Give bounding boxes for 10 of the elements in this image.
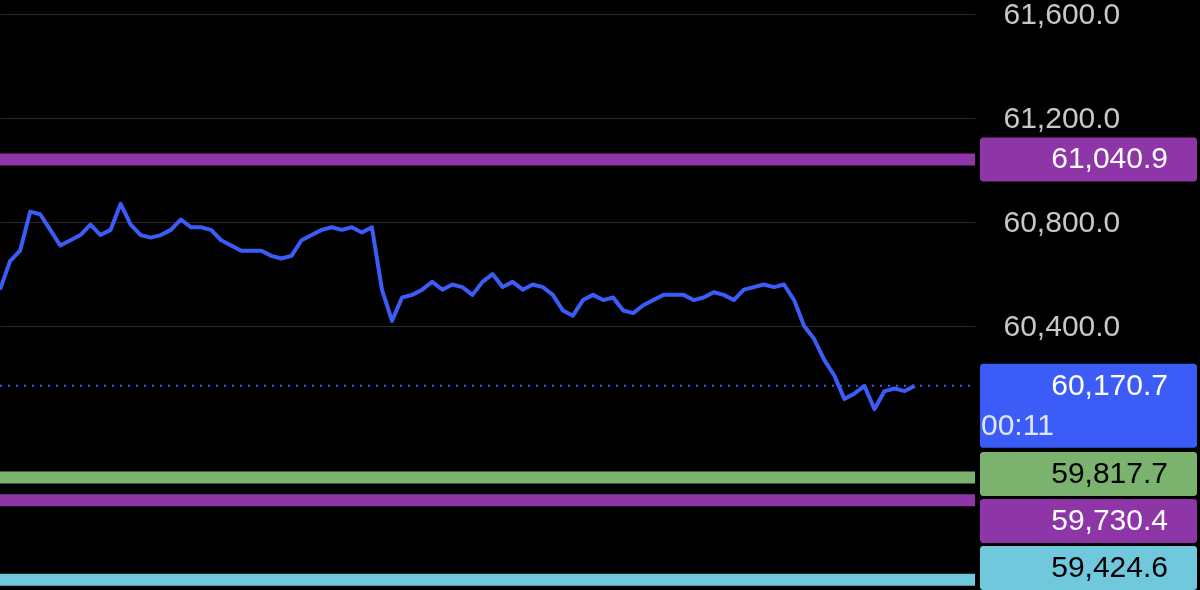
ref-line-label: 60,170.7 xyxy=(1051,367,1168,401)
ref-line-label: 59,424.6 xyxy=(1051,550,1168,583)
ref-line-label: 61,040.9 xyxy=(1051,141,1168,175)
y-tick-label: 60,400.0 xyxy=(1003,308,1121,342)
text: 00:11 xyxy=(981,407,1054,441)
y-tick-label: 61,600.0 xyxy=(1003,0,1121,30)
y-tick-label: 60,800.0 xyxy=(1003,204,1121,238)
ref-line-label: 59,730.4 xyxy=(1051,503,1168,536)
y-tick-label: 61,200.0 xyxy=(1003,100,1121,134)
ref-line-label: 59,817.7 xyxy=(1051,456,1168,489)
